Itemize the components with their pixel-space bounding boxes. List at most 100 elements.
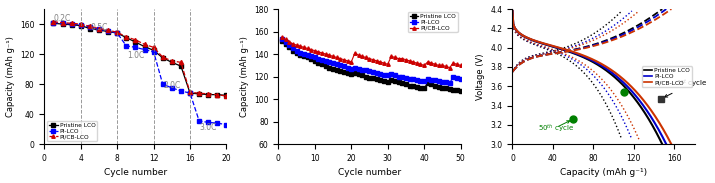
PI-LCO (292, 50, 301, 52)
Pristine LCO (362, 76, 370, 78)
PI/CB-LCO (380, 62, 388, 64)
PI/CB-LCO (435, 64, 443, 66)
PI-LCO (442, 81, 450, 83)
PI-LCO (409, 78, 418, 80)
Pristine LCO (131, 41, 139, 43)
PI-LCO (322, 60, 330, 62)
PI/CB-LCO (453, 63, 461, 65)
PI/CB-LCO (365, 57, 374, 60)
PI/CB-LCO (442, 65, 450, 68)
Pristine LCO (322, 65, 330, 68)
PI-LCO (213, 122, 222, 124)
Pristine LCO (49, 22, 58, 24)
PI-LCO (195, 120, 204, 122)
PI/CB-LCO (277, 36, 286, 38)
PI/CB-LCO (149, 46, 158, 48)
PI/CB-LCO (285, 41, 294, 43)
PI-LCO (347, 68, 355, 70)
Pristine LCO (383, 81, 392, 83)
Line: Pristine LCO: Pristine LCO (51, 21, 228, 97)
PI-LCO (340, 65, 348, 68)
PI-LCO (310, 56, 319, 59)
PI/CB-LCO (362, 56, 370, 59)
Pristine LCO (413, 86, 421, 88)
PI-LCO (380, 74, 388, 76)
PI/CB-LCO (427, 62, 435, 64)
PI/CB-LCO (167, 60, 176, 62)
PI-LCO (430, 79, 439, 81)
PI-LCO (435, 80, 443, 82)
PI/CB-LCO (456, 64, 465, 66)
PI-LCO (277, 38, 286, 41)
PI/CB-LCO (387, 55, 395, 57)
PI-LCO (398, 76, 407, 78)
PI/CB-LCO (195, 92, 204, 94)
PI/CB-LCO (369, 59, 378, 61)
Pristine LCO (332, 69, 341, 71)
Pristine LCO (376, 79, 385, 81)
PI-LCO (449, 76, 458, 78)
PI-LCO (303, 54, 312, 56)
PI-LCO (350, 66, 359, 69)
PI-LCO (376, 73, 385, 75)
Text: 1$^{st}$ cycle: 1$^{st}$ cycle (665, 77, 708, 97)
Pristine LCO (292, 52, 301, 54)
Pristine LCO (325, 66, 334, 69)
Pristine LCO (336, 70, 345, 72)
Pristine LCO (329, 68, 337, 70)
Pristine LCO (449, 89, 458, 91)
PI-LCO (285, 44, 294, 46)
Pristine LCO (387, 79, 395, 81)
Pristine LCO (149, 49, 158, 51)
PI-LCO (167, 87, 176, 89)
PI-LCO (332, 63, 341, 65)
Legend: Pristine LCO, PI-LCO, PI/CB-LCO: Pristine LCO, PI-LCO, PI/CB-LCO (408, 12, 458, 32)
PI-LCO (358, 69, 367, 71)
PI-LCO (58, 22, 66, 24)
PI-LCO (362, 69, 370, 71)
PI/CB-LCO (292, 44, 301, 46)
Pristine LCO (77, 25, 85, 27)
Pristine LCO (310, 60, 319, 62)
PI/CB-LCO (177, 61, 185, 64)
PI-LCO (329, 62, 337, 64)
PI-LCO (222, 124, 231, 126)
PI/CB-LCO (159, 56, 167, 58)
PI-LCO (438, 81, 447, 83)
PI-LCO (177, 90, 185, 92)
PI-LCO (365, 70, 374, 72)
PI-LCO (416, 80, 425, 82)
Pristine LCO (222, 94, 231, 96)
Pristine LCO (416, 87, 425, 89)
PI/CB-LCO (318, 52, 327, 54)
Text: 50$^{th}$ cycle: 50$^{th}$ cycle (538, 121, 574, 134)
PI/CB-LCO (94, 27, 103, 30)
PI/CB-LCO (300, 46, 308, 48)
PI-LCO (77, 24, 85, 26)
PI/CB-LCO (222, 95, 231, 97)
Pristine LCO (445, 88, 454, 90)
Pristine LCO (86, 27, 94, 30)
PI-LCO (296, 52, 305, 54)
Y-axis label: Capacity (mAh g⁻¹): Capacity (mAh g⁻¹) (6, 36, 14, 117)
Pristine LCO (113, 32, 122, 34)
Line: PI-LCO: PI-LCO (51, 21, 228, 127)
PI-LCO (373, 72, 381, 74)
Pristine LCO (423, 82, 432, 85)
Pristine LCO (307, 57, 315, 60)
PI-LCO (149, 51, 158, 53)
Pristine LCO (122, 36, 131, 39)
Pristine LCO (343, 72, 352, 74)
PI-LCO (186, 92, 194, 94)
Pristine LCO (159, 57, 167, 59)
PI-LCO (453, 77, 461, 79)
PI-LCO (314, 57, 322, 60)
PI/CB-LCO (405, 60, 414, 62)
Line: PI/CB-LCO: PI/CB-LCO (280, 36, 463, 69)
PI/CB-LCO (314, 51, 322, 53)
Pristine LCO (314, 62, 322, 64)
PI/CB-LCO (307, 48, 315, 51)
PI-LCO (307, 55, 315, 57)
X-axis label: Cycle number: Cycle number (338, 168, 401, 178)
PI-LCO (456, 78, 465, 80)
